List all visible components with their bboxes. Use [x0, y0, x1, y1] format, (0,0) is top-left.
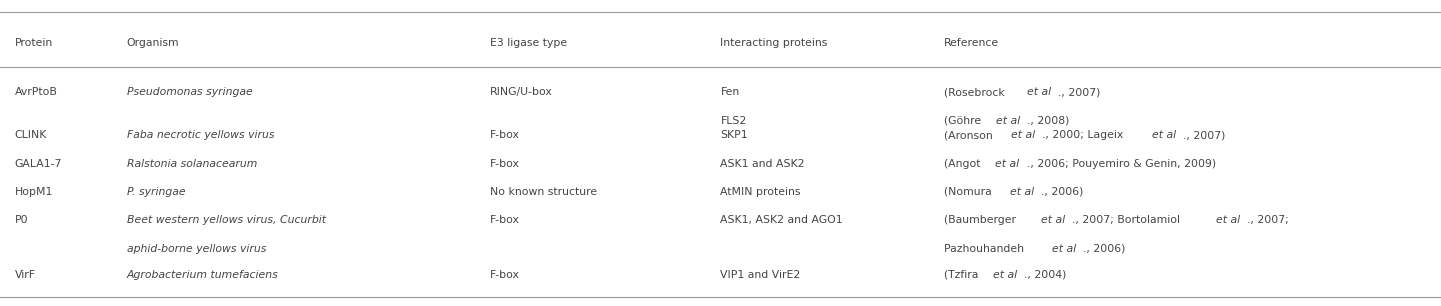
Text: SKP1: SKP1: [720, 130, 748, 140]
Text: et al: et al: [1027, 87, 1050, 97]
Text: et al: et al: [996, 159, 1020, 169]
Text: HopM1: HopM1: [14, 187, 53, 197]
Text: (Rosebrock: (Rosebrock: [944, 87, 1009, 97]
Text: (Nomura: (Nomura: [944, 187, 996, 197]
Text: et al: et al: [1151, 130, 1176, 140]
Text: AtMIN proteins: AtMIN proteins: [720, 187, 801, 197]
Text: P0: P0: [14, 215, 27, 225]
Text: Agrobacterium tumefaciens: Agrobacterium tumefaciens: [127, 270, 278, 280]
Text: Ralstonia solanacearum: Ralstonia solanacearum: [127, 159, 256, 169]
Text: ., 2000; Lageix: ., 2000; Lageix: [1042, 130, 1127, 140]
Text: Pazhouhandeh: Pazhouhandeh: [944, 244, 1027, 254]
Text: et al: et al: [1010, 187, 1035, 197]
Text: Organism: Organism: [127, 38, 180, 48]
Text: et al: et al: [996, 116, 1020, 126]
Text: E3 ligase type: E3 ligase type: [490, 38, 568, 48]
Text: (Baumberger: (Baumberger: [944, 215, 1019, 225]
Text: ASK1, ASK2 and AGO1: ASK1, ASK2 and AGO1: [720, 215, 843, 225]
Text: ., 2007; Bortolamiol: ., 2007; Bortolamiol: [1072, 215, 1185, 225]
Text: Pseudomonas syringae: Pseudomonas syringae: [127, 87, 252, 97]
Text: Beet western yellows virus, Cucurbit: Beet western yellows virus, Cucurbit: [127, 215, 326, 225]
Text: Faba necrotic yellows virus: Faba necrotic yellows virus: [127, 130, 274, 140]
Text: ., 2006; Pouyemiro & Genin, 2009): ., 2006; Pouyemiro & Genin, 2009): [1026, 159, 1216, 169]
Text: Fen: Fen: [720, 87, 739, 97]
Text: ., 2006): ., 2006): [1082, 244, 1125, 254]
Text: F-box: F-box: [490, 159, 520, 169]
Text: FLS2: FLS2: [720, 116, 746, 126]
Text: et al: et al: [1042, 215, 1065, 225]
Text: VirF: VirF: [14, 270, 36, 280]
Text: AvrPtoB: AvrPtoB: [14, 87, 58, 97]
Text: ASK1 and ASK2: ASK1 and ASK2: [720, 159, 806, 169]
Text: CLINK: CLINK: [14, 130, 46, 140]
Text: ., 2008): ., 2008): [1027, 116, 1069, 126]
Text: et al: et al: [1012, 130, 1036, 140]
Text: No known structure: No known structure: [490, 187, 597, 197]
Text: RING/U-box: RING/U-box: [490, 87, 553, 97]
Text: (Aronson: (Aronson: [944, 130, 996, 140]
Text: ., 2007): ., 2007): [1058, 87, 1101, 97]
Text: Interacting proteins: Interacting proteins: [720, 38, 829, 48]
Text: et al: et al: [993, 270, 1017, 280]
Text: ., 2007;: ., 2007;: [1248, 215, 1290, 225]
Text: F-box: F-box: [490, 215, 520, 225]
Text: et al: et al: [1216, 215, 1241, 225]
Text: VIP1 and VirE2: VIP1 and VirE2: [720, 270, 801, 280]
Text: (Tzfira: (Tzfira: [944, 270, 981, 280]
Text: GALA1-7: GALA1-7: [14, 159, 62, 169]
Text: ., 2007): ., 2007): [1183, 130, 1225, 140]
Text: (Angot: (Angot: [944, 159, 984, 169]
Text: et al: et al: [1052, 244, 1076, 254]
Text: F-box: F-box: [490, 270, 520, 280]
Text: P. syringae: P. syringae: [127, 187, 186, 197]
Text: (Göhre: (Göhre: [944, 116, 984, 126]
Text: aphid-borne yellows virus: aphid-borne yellows virus: [127, 244, 267, 254]
Text: F-box: F-box: [490, 130, 520, 140]
Text: ., 2004): ., 2004): [1025, 270, 1066, 280]
Text: Protein: Protein: [14, 38, 53, 48]
Text: Reference: Reference: [944, 38, 999, 48]
Text: ., 2006): ., 2006): [1040, 187, 1084, 197]
